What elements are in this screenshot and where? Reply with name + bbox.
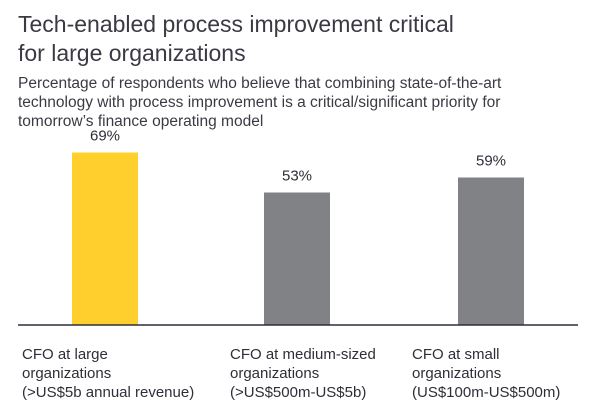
category-label-3-line-1: CFO at small	[412, 346, 500, 363]
category-label-2-line-3: (>US$500m-US$5b)	[230, 384, 367, 401]
category-label-1: CFO at large organizations (>US$5b annual …	[22, 345, 194, 402]
category-label-1-line-1: CFO at large	[22, 346, 108, 363]
category-label-3-line-2: organizations	[412, 365, 502, 382]
category-label-1-line-3: (>US$5b annual revenue)	[22, 384, 195, 401]
bar-1	[72, 152, 138, 325]
category-label-2-line-2: organizations	[230, 365, 320, 382]
category-label-3-line-3: (US$100m-US$500m)	[412, 384, 561, 401]
title-line-2: for large organizations	[18, 40, 246, 66]
category-label-2-line-1: CFO at medium-sized	[230, 346, 376, 363]
data-label-3: 59%	[476, 153, 506, 170]
subtitle-line-3: tomorrow’s finance operating model	[18, 113, 264, 130]
category-label-3: CFO at small organizations (US$100m-US$500…	[412, 345, 560, 402]
title-line-1: Tech-enabled process improvement critica…	[18, 11, 454, 37]
bar-2	[264, 192, 330, 325]
subtitle-line-2: technology with process improvement is a…	[18, 94, 501, 111]
chart-subtitle: Percentage of respondents who believe th…	[18, 74, 588, 131]
subtitle-line-1: Percentage of respondents who believe th…	[18, 75, 502, 92]
data-label-2: 53%	[282, 168, 312, 185]
category-label-2: CFO at medium-sized organizations (>US$500…	[230, 345, 376, 402]
chart-title: Tech-enabled process improvement critica…	[18, 10, 578, 68]
data-label-1: 69%	[90, 128, 120, 145]
category-label-1-line-2: organizations	[22, 365, 112, 382]
bar-3	[458, 177, 524, 325]
